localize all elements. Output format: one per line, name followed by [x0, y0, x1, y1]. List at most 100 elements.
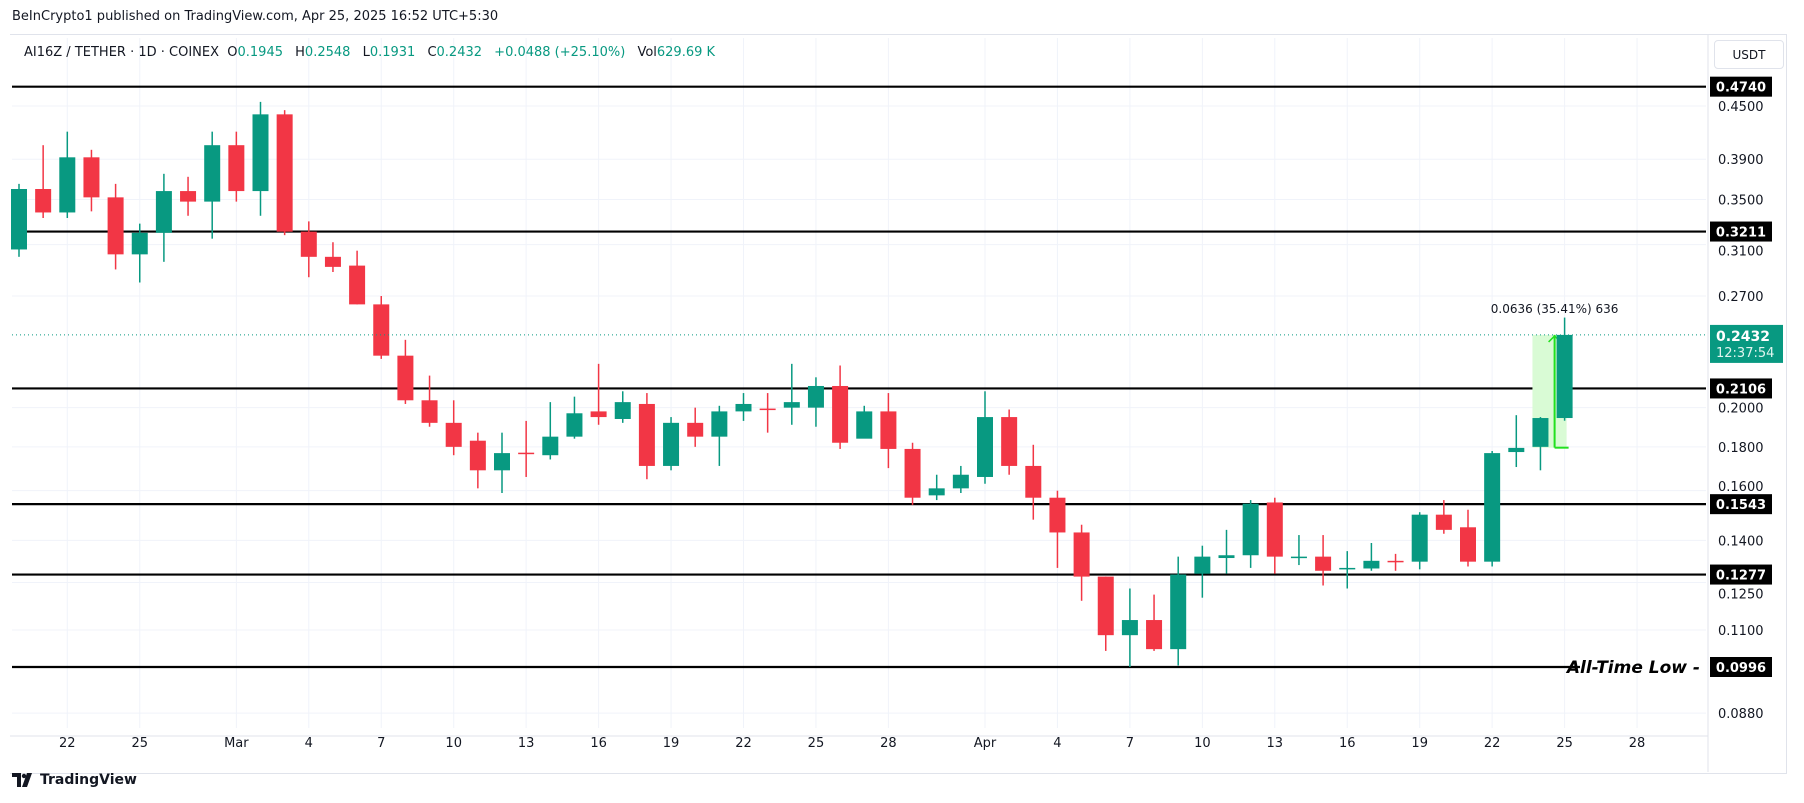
candle [687, 407, 704, 447]
time-tick-label: 13 [518, 736, 535, 751]
candle [1218, 529, 1235, 574]
candle-body [759, 408, 776, 411]
candle-body [373, 304, 390, 356]
currency-button[interactable]: USDT [1714, 40, 1784, 69]
price-tick-label: 0.2000 [1718, 402, 1764, 417]
candle-body [1387, 560, 1404, 563]
time-tick-label: 16 [590, 736, 607, 751]
candle-body [638, 403, 655, 466]
candle-body [1363, 560, 1380, 569]
candle-body [1556, 334, 1573, 419]
candle-body [204, 145, 221, 202]
time-tick-label: 28 [1629, 736, 1646, 751]
candle-body [1146, 620, 1163, 650]
candle [421, 375, 438, 427]
candle [180, 176, 197, 216]
time-tick-label: 25 [131, 736, 148, 751]
candle [614, 391, 631, 423]
candle [228, 131, 245, 202]
candles [11, 101, 1573, 667]
candle-body [349, 265, 366, 305]
time-tick-label: 25 [808, 736, 825, 751]
time-tick-label: 22 [1484, 736, 1501, 751]
candle [11, 183, 27, 257]
candle-body [832, 385, 849, 443]
candle [590, 363, 607, 425]
candle-body [1435, 514, 1452, 530]
time-tick-label: 10 [445, 736, 462, 751]
candle [832, 365, 849, 449]
candle [445, 400, 462, 456]
time-tick-label: 19 [663, 736, 680, 751]
candle-body [928, 488, 945, 496]
candle [1170, 556, 1187, 666]
candle [469, 432, 486, 489]
candle-body [566, 413, 583, 437]
candle-body [687, 422, 704, 437]
level-price-badge [1710, 221, 1772, 242]
candle [711, 405, 728, 466]
level-price-badge [1710, 76, 1772, 97]
candle [1363, 543, 1380, 571]
candle-body [324, 256, 341, 267]
close-label: C [427, 45, 437, 60]
candle-body [1049, 497, 1066, 533]
low-value: 0.1931 [369, 45, 416, 60]
candle-body [300, 231, 317, 257]
candle [638, 393, 655, 480]
candle-body [1073, 532, 1090, 577]
candle-body [252, 114, 269, 192]
candle [373, 296, 390, 359]
candle-body [83, 157, 100, 198]
candle-body [11, 189, 27, 250]
tradingview-logo: TradingView [12, 772, 137, 788]
candle-body [494, 453, 510, 471]
candle [1146, 594, 1163, 651]
symbol-name: AI16Z / TETHER · 1D · COINEX [24, 45, 219, 60]
level-price-label: 0.0996 [1716, 661, 1766, 676]
time-tick-label: 28 [880, 736, 897, 751]
candle [1025, 444, 1042, 520]
candle-body [735, 403, 752, 412]
candle [1097, 576, 1114, 651]
candle [83, 149, 100, 212]
candle-body [783, 402, 800, 408]
candle-body [952, 474, 969, 489]
candle [566, 396, 583, 439]
candle [1460, 509, 1476, 567]
last-price-label: 0.2432 [1716, 329, 1770, 345]
time-tick-label: 13 [1267, 736, 1284, 751]
volume-label: Vol [637, 45, 657, 60]
candle [783, 363, 800, 425]
candle [1435, 500, 1452, 534]
tradingview-logo-icon [12, 773, 32, 787]
candle-body [518, 452, 535, 455]
candle [252, 101, 269, 216]
candle-body [1411, 514, 1428, 562]
volume-value: 629.69 K [656, 45, 716, 60]
candle-body [1266, 502, 1283, 557]
time-tick-label: 19 [1411, 736, 1428, 751]
candle [324, 242, 341, 273]
candle [204, 131, 221, 239]
candle [494, 432, 510, 493]
support-resistance-levels: All-Time Low - [12, 85, 1706, 678]
low-label: L [362, 45, 370, 60]
price-tick-label: 0.1250 [1718, 588, 1764, 603]
price-tick-label: 0.1400 [1718, 534, 1764, 549]
candle-body [1339, 567, 1356, 570]
candle-body [1194, 556, 1211, 574]
candle [735, 393, 752, 421]
change-value: +0.0488 (+25.10%) [494, 45, 626, 60]
candle [880, 393, 897, 469]
candle-body [542, 436, 559, 456]
candle [977, 391, 993, 484]
candle-body [155, 191, 172, 233]
candle-body [1484, 453, 1501, 562]
price-tick-label: 0.4500 [1718, 100, 1764, 115]
level-price-label: 0.1277 [1716, 569, 1766, 584]
time-tick-label: 10 [1194, 736, 1211, 751]
candle-body [590, 411, 607, 418]
level-price-badge [1710, 657, 1772, 677]
